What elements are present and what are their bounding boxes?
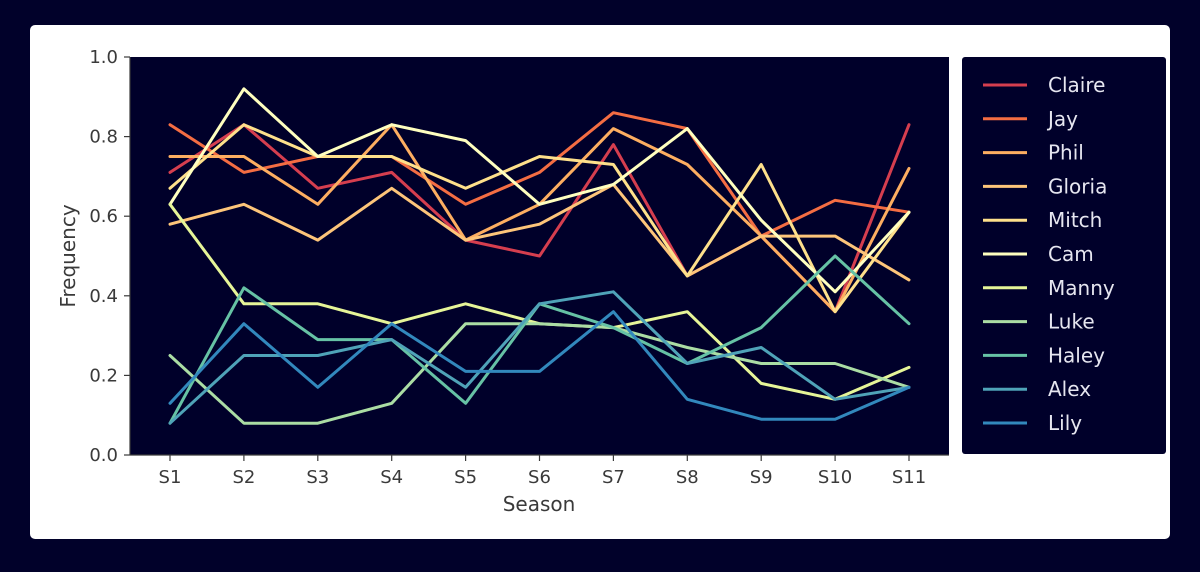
legend-label-cam: Cam [1048,242,1094,266]
series-line-cam [168,87,911,294]
y-tick-label: 0.2 [89,365,118,386]
x-tick-label: S3 [306,467,329,488]
legend-label-gloria: Gloria [1048,174,1107,198]
series-line-jay [168,111,911,238]
y-tick-label: 0.4 [89,286,118,307]
series-line-lily [168,310,911,421]
y-tick-label: 0.8 [89,127,118,148]
legend: Claire Jay Phil Gloria Mitch Cam Manny Luke Hale… [962,57,1166,454]
x-tick-label: S2 [232,467,255,488]
x-tick-label: S9 [750,467,773,488]
series-line-gloria [168,182,911,282]
legend-label-manny: Manny [1048,276,1115,300]
x-axis: S1 S2 S3 S4 S5 S6 S7 S8 S9 S10 S11 [159,455,926,488]
y-tick-label: 1.0 [89,47,118,68]
series-line-alex [168,290,911,425]
x-axis-title: Season [503,492,576,516]
x-tick-label: S8 [676,467,699,488]
y-tick-label: 0.6 [89,206,118,227]
series-lines [168,87,911,425]
x-tick-label: S11 [892,467,926,488]
legend-label-jay: Jay [1046,107,1078,131]
legend-label-mitch: Mitch [1048,208,1102,232]
y-axis: 0.0 0.2 0.4 0.6 0.8 1.0 [89,47,130,466]
legend-label-alex: Alex [1048,377,1091,401]
x-tick-label: S5 [454,467,477,488]
x-tick-label: S7 [602,467,625,488]
legend-label-phil: Phil [1048,141,1084,165]
chart-card: 0.0 0.2 0.4 0.6 0.8 1.0 S1 S2 S3 S4 S5 S6 S7 S8 S9 S10… [30,25,1170,539]
y-axis-title: Frequency [56,204,80,307]
x-tick-label: S6 [528,467,551,488]
x-tick-label: S1 [159,467,182,488]
legend-label-luke: Luke [1048,310,1095,334]
legend-label-lily: Lily [1048,411,1082,435]
x-tick-label: S10 [818,467,852,488]
y-tick-label: 0.0 [89,445,118,466]
legend-label-haley: Haley [1048,343,1105,367]
series-line-mitch [168,123,911,314]
legend-label-claire: Claire [1048,73,1105,97]
x-tick-label: S4 [380,467,403,488]
line-chart: 0.0 0.2 0.4 0.6 0.8 1.0 S1 S2 S3 S4 S5 S6 S7 S8 S9 S10… [56,47,1166,516]
